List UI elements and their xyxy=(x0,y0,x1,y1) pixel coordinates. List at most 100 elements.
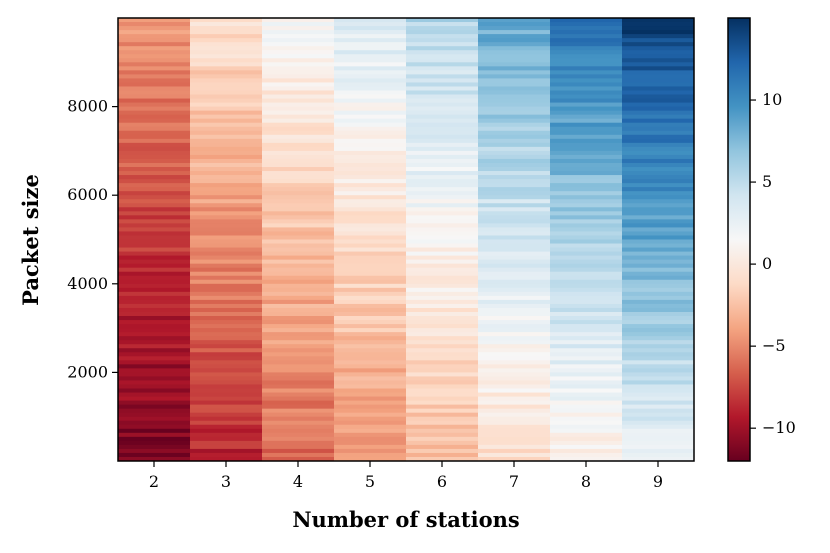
heatmap-cell xyxy=(262,336,335,341)
heatmap-cell xyxy=(550,86,623,91)
heatmap-cell xyxy=(550,332,623,337)
heatmap-cell xyxy=(622,114,695,120)
heatmap-cell xyxy=(406,364,479,369)
heatmap-cell xyxy=(118,239,191,245)
heatmap-cell xyxy=(262,408,335,414)
heatmap-cell xyxy=(262,235,335,240)
heatmap-cell xyxy=(406,436,479,442)
heatmap-cell xyxy=(622,158,695,164)
heatmap-cell xyxy=(550,34,623,39)
heatmap-cell xyxy=(334,82,407,87)
heatmap-cell xyxy=(406,295,479,301)
heatmap-cell xyxy=(406,114,479,120)
heatmap-cell xyxy=(622,118,695,124)
heatmap-cell xyxy=(550,78,623,83)
heatmap-cell xyxy=(190,211,263,216)
heatmap-cell xyxy=(478,38,551,43)
heatmap-cell xyxy=(190,138,263,144)
heatmap-cell xyxy=(622,62,695,67)
heatmap-cell xyxy=(550,62,623,67)
heatmap-cell xyxy=(406,66,479,71)
heatmap-cell xyxy=(334,215,407,220)
heatmap-cell xyxy=(478,279,551,285)
heatmap-cell xyxy=(118,118,191,124)
heatmap-cell xyxy=(406,162,479,168)
heatmap-cell xyxy=(622,34,695,39)
heatmap-cell xyxy=(478,332,551,337)
heatmap-cell xyxy=(118,195,191,200)
heatmap-cell xyxy=(334,271,407,277)
heatmap-cell xyxy=(334,211,407,216)
heatmap-cell xyxy=(622,263,695,269)
heatmap-cell xyxy=(334,78,407,83)
heatmap-cell xyxy=(262,352,335,357)
heatmap-cell xyxy=(406,231,479,236)
heatmap-cell xyxy=(406,118,479,124)
heatmap-cell xyxy=(550,408,623,414)
heatmap-cell xyxy=(478,376,551,381)
y-tick-label: 8000 xyxy=(67,97,108,116)
heatmap-cell xyxy=(478,90,551,96)
heatmap-cell xyxy=(406,134,479,140)
heatmap-cell xyxy=(622,332,695,337)
heatmap-cell xyxy=(406,332,479,337)
heatmap-cell xyxy=(406,283,479,289)
y-tick-label: 4000 xyxy=(67,274,108,293)
heatmap-cell xyxy=(262,456,335,462)
heatmap-cell xyxy=(550,316,623,321)
heatmap-cell xyxy=(622,340,695,345)
heatmap-cell xyxy=(478,138,551,144)
heatmap-cell xyxy=(478,396,551,402)
heatmap-cell xyxy=(478,114,551,120)
heatmap-cell xyxy=(334,372,407,377)
heatmap-cell xyxy=(622,251,695,257)
heatmap-cell xyxy=(118,408,191,414)
heatmap-cell xyxy=(118,207,191,212)
heatmap-cell xyxy=(478,436,551,442)
heatmap-cell xyxy=(334,18,407,23)
heatmap-cell xyxy=(118,38,191,43)
heatmap-cell xyxy=(334,440,407,446)
heatmap-cell xyxy=(478,195,551,200)
heatmap-cell xyxy=(622,150,695,156)
heatmap-cell xyxy=(622,328,695,333)
heatmap-cell xyxy=(622,187,695,192)
heatmap-cell xyxy=(334,255,407,261)
heatmap-cell xyxy=(622,26,695,31)
heatmap-cell xyxy=(262,142,335,148)
heatmap-cell xyxy=(118,271,191,277)
heatmap-cell xyxy=(406,122,479,128)
heatmap-cell xyxy=(478,336,551,341)
heatmap-cell xyxy=(334,303,407,309)
heatmap-cell xyxy=(478,368,551,373)
heatmap-cell xyxy=(478,448,551,454)
heatmap-cell xyxy=(334,94,407,100)
heatmap-cell xyxy=(550,142,623,148)
heatmap-cell xyxy=(118,388,191,394)
heatmap-cell xyxy=(622,106,695,112)
heatmap-cell xyxy=(550,122,623,128)
heatmap-cell xyxy=(622,130,695,136)
heatmap-cell xyxy=(550,424,623,430)
heatmap-cell xyxy=(478,311,551,317)
heatmap-cell xyxy=(118,94,191,100)
heatmap-cell xyxy=(478,303,551,309)
heatmap-cell xyxy=(478,62,551,67)
heatmap-cell xyxy=(262,74,335,79)
heatmap-cell xyxy=(622,231,695,236)
heatmap-cell xyxy=(478,58,551,63)
heatmap-cell xyxy=(550,255,623,261)
heatmap-cell xyxy=(190,239,263,245)
heatmap-cell xyxy=(406,267,479,273)
heatmap-cell xyxy=(406,18,479,23)
heatmap-cell xyxy=(478,150,551,156)
heatmap-cell xyxy=(190,311,263,317)
heatmap-cell xyxy=(190,255,263,261)
heatmap-cell xyxy=(262,255,335,261)
heatmap-cell xyxy=(550,195,623,200)
heatmap-cell xyxy=(622,30,695,35)
heatmap-cell xyxy=(406,30,479,35)
heatmap-cell xyxy=(118,299,191,305)
heatmap-cell xyxy=(118,444,191,450)
heatmap-cell xyxy=(262,154,335,160)
